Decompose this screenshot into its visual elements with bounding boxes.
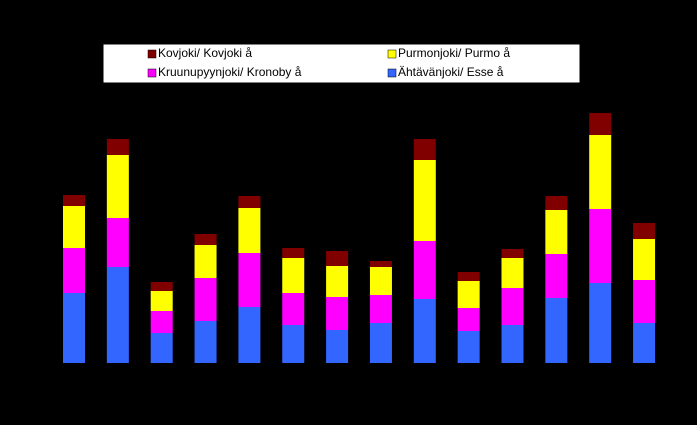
bar-segment — [369, 261, 392, 267]
bar-segment — [545, 210, 568, 254]
bar-segment — [545, 298, 568, 363]
bar-segment — [457, 331, 480, 363]
bar-segment — [63, 195, 85, 206]
bar-segment — [106, 139, 129, 155]
bar-segment — [326, 251, 349, 266]
bar-segment — [633, 323, 656, 363]
bar-segment — [369, 323, 392, 363]
bar-segment — [63, 206, 85, 248]
bar-segment — [238, 208, 261, 253]
legend-swatch — [147, 49, 157, 59]
bar-segment — [413, 299, 436, 363]
bar-segment — [150, 333, 173, 363]
bar-segment — [633, 239, 656, 280]
legend-label: Kruunupyynjoki/ Kronoby å — [158, 65, 302, 79]
legend-swatch — [147, 68, 157, 78]
bar-segment — [282, 325, 305, 363]
bar-segment — [501, 325, 524, 363]
bar-segment — [369, 295, 392, 323]
bar-segment — [326, 297, 349, 330]
bar-segment — [282, 248, 305, 258]
bar-segment — [589, 135, 612, 209]
bar-segment — [106, 267, 129, 363]
bar-segment — [106, 155, 129, 218]
bar-segment — [106, 218, 129, 267]
bar-segment — [326, 266, 349, 297]
bar-segment — [545, 196, 568, 210]
bar-segment — [369, 267, 392, 295]
bar-segment — [633, 280, 656, 323]
bar-segment — [150, 311, 173, 333]
bar-segment — [150, 291, 173, 311]
bar-segment — [282, 293, 305, 325]
bar-segment — [238, 253, 261, 307]
bar-segment — [457, 281, 480, 308]
legend-label: Ähtävänjoki/ Esse å — [398, 65, 504, 79]
bar-segment — [194, 278, 217, 321]
bar-segment — [457, 308, 480, 331]
bar-segment — [282, 258, 305, 293]
bar-segment — [589, 113, 612, 135]
bar-segment — [545, 254, 568, 298]
bar-segment — [501, 258, 524, 288]
bar-segment — [413, 241, 436, 299]
bar-segment — [63, 293, 85, 363]
bar-segment — [633, 223, 656, 239]
bar-segment — [194, 234, 217, 245]
legend-label: Kovjoki/ Kovjoki å — [158, 46, 252, 60]
bar-segment — [589, 283, 612, 363]
bar-segment — [63, 248, 85, 293]
legend-swatch — [387, 49, 397, 59]
bar-segment — [238, 196, 261, 208]
bar-segment — [413, 160, 436, 241]
bar-segment — [413, 139, 436, 160]
bar-segment — [589, 209, 612, 283]
bar-segment — [238, 307, 261, 363]
bar-segment — [194, 321, 217, 363]
legend-swatch — [387, 68, 397, 78]
bar-segment — [326, 330, 349, 363]
bar-segment — [150, 282, 173, 291]
bar-segment — [501, 288, 524, 325]
legend-label: Purmonjoki/ Purmo å — [398, 46, 510, 60]
legend-box — [102, 43, 581, 84]
bar-segment — [501, 249, 524, 258]
bar-segment — [457, 272, 480, 281]
bar-segment — [194, 245, 217, 278]
